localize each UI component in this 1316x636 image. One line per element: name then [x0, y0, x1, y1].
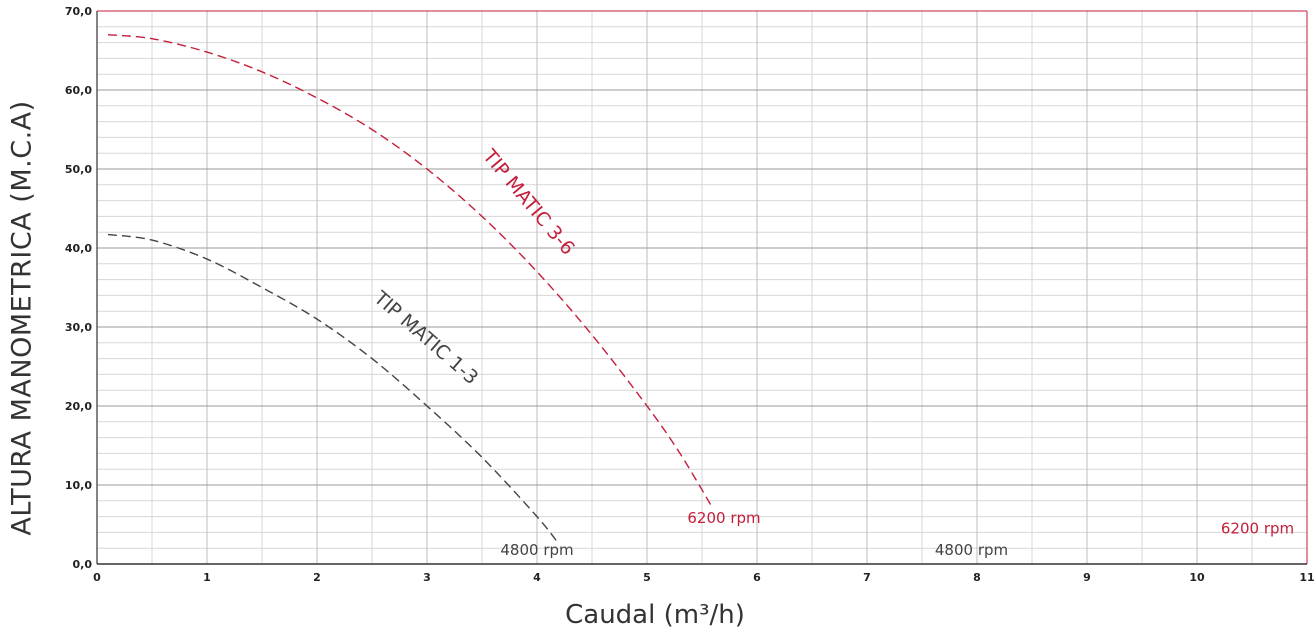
x-tick-label: 6 — [753, 571, 761, 584]
y-tick-label: 50,0 — [65, 163, 92, 176]
x-tick-label: 3 — [423, 571, 431, 584]
x-tick-label: 7 — [863, 571, 871, 584]
axes — [96, 10, 1308, 565]
x-tick-label: 0 — [93, 571, 101, 584]
series-line-tip-matic-3-6 — [107, 34, 714, 510]
x-tick-label: 10 — [1189, 571, 1205, 584]
series-label: TIP MATIC 1-3 — [369, 286, 482, 389]
y-tick-label: 10,0 — [65, 479, 92, 492]
rpm-annotation: 4800 rpm — [935, 541, 1008, 559]
rpm-annotations: 6200 rpm 4800 rpm 4800 rpm 6200 rpm — [500, 509, 1294, 559]
series-line-tip-matic-1-3 — [107, 233, 560, 545]
series-lines — [107, 34, 714, 545]
x-axis-title: Caudal (m³/h) — [565, 600, 745, 630]
x-tick-label: 4 — [533, 571, 541, 584]
x-tick-label: 5 — [643, 571, 651, 584]
y-tick-label: 70,0 — [65, 5, 92, 18]
x-tick-label: 2 — [313, 571, 321, 584]
x-tick-label: 1 — [203, 571, 211, 584]
rpm-annotation: 4800 rpm — [500, 541, 573, 559]
y-tick-label: 20,0 — [65, 400, 92, 413]
x-tick-labels: 0 1 2 3 4 5 6 7 8 9 10 11 — [93, 571, 1314, 584]
series-labels: TIP MATIC 3-6 TIP MATIC 1-3 — [369, 145, 579, 389]
minor-grid — [97, 11, 1307, 564]
y-tick-label: 0,0 — [73, 558, 93, 571]
x-tick-label: 8 — [973, 571, 981, 584]
y-tick-label: 30,0 — [65, 321, 92, 334]
x-tick-label: 11 — [1299, 571, 1314, 584]
x-tick-label: 9 — [1083, 571, 1091, 584]
y-axis-title: ALTURA MANOMETRICA (M.C.A) — [6, 100, 38, 536]
series-label: TIP MATIC 3-6 — [478, 145, 579, 260]
y-tick-labels: 0,0 10,0 20,0 30,0 40,0 50,0 60,0 70,0 — [65, 5, 92, 571]
rpm-annotation: 6200 rpm — [1221, 519, 1294, 537]
y-tick-label: 60,0 — [65, 84, 92, 97]
rpm-annotation: 6200 rpm — [687, 509, 760, 527]
y-tick-label: 40,0 — [65, 242, 92, 255]
